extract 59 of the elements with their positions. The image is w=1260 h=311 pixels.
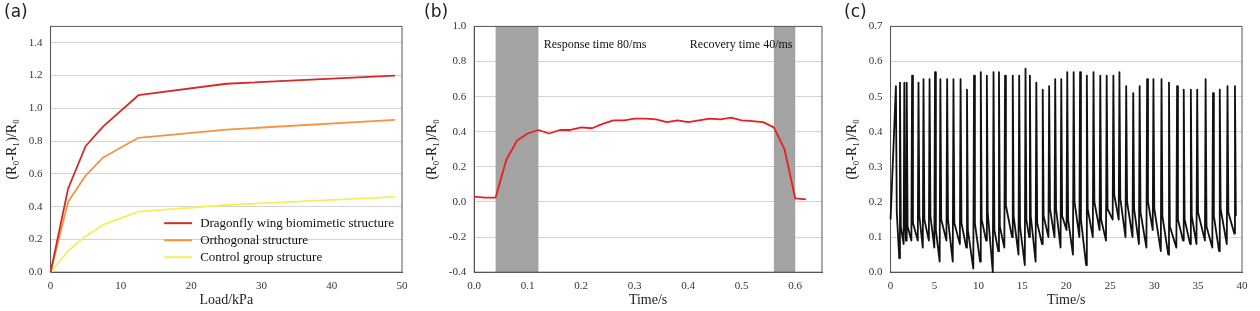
x-tick-label: 15 xyxy=(1016,278,1029,291)
y-axis-title: (R₀-R₁)/R₀ xyxy=(4,118,21,180)
x-tick-label: 10 xyxy=(115,278,127,291)
y-tick-label: 0.2 xyxy=(868,194,883,207)
y-tick-label: 0.2 xyxy=(452,159,467,172)
x-axis-title: Time/s xyxy=(1047,292,1086,308)
y-tick-label: 0.8 xyxy=(28,134,44,146)
y-tick-label: 1.0 xyxy=(452,19,467,32)
x-tick-label: 0.6 xyxy=(788,278,803,291)
x-tick-label: 0.4 xyxy=(681,278,696,291)
x-tick-label: 20 xyxy=(1060,278,1073,291)
y-tick-label: 0.4 xyxy=(452,124,467,137)
y-tick-label: 1.2 xyxy=(28,68,43,81)
y-tick-label: 0.8 xyxy=(452,54,467,67)
y-tick-label: 0.3 xyxy=(868,159,884,172)
x-tick-label: 0.2 xyxy=(574,278,589,291)
x-tick-label: 30 xyxy=(1148,278,1161,291)
y-tick-label: 0.0 xyxy=(868,265,884,278)
legend-label: Control group structure xyxy=(200,248,323,264)
x-tick-label: 0.5 xyxy=(734,278,750,291)
y-tick-label: 0.6 xyxy=(452,89,467,102)
x-tick-label: 0.0 xyxy=(467,278,482,291)
y-tick-label: 0.7 xyxy=(868,19,884,32)
chart-title: (a) xyxy=(4,0,28,21)
x-tick-label: 40 xyxy=(326,278,338,291)
y-tick-label: 0.6 xyxy=(28,166,44,179)
y-tick-label: 0.2 xyxy=(28,232,43,245)
legend-label: Orthogonal structure xyxy=(200,231,309,247)
y-tick-label: 0.0 xyxy=(452,194,467,207)
annotation: Response time 80/ms xyxy=(543,36,647,51)
y-tick-label: -0.4 xyxy=(448,265,467,278)
legend-label: Dragonfly wing biomimetic structure xyxy=(200,214,395,230)
x-tick-label: 50 xyxy=(396,278,408,291)
x-tick-label: 5 xyxy=(931,278,938,291)
x-tick-label: 35 xyxy=(1192,278,1205,291)
y-axis-title: (R₀-R₁)/R₀ xyxy=(844,118,861,180)
y-tick-label: 0.1 xyxy=(868,229,883,242)
y-tick-label: 0.6 xyxy=(868,54,884,67)
y-tick-label: 0.4 xyxy=(868,124,884,137)
x-tick-label: 0 xyxy=(887,278,894,291)
chart-title: (c) xyxy=(844,0,867,21)
x-axis-title: Time/s xyxy=(628,292,668,308)
y-axis-title: (R₀-R₁)/R₀ xyxy=(424,118,441,180)
x-tick-label: 25 xyxy=(1104,278,1117,291)
y-tick-label: 0.0 xyxy=(28,265,44,278)
x-axis-title: Load/kPa xyxy=(199,292,254,308)
chart-title: (b) xyxy=(424,0,449,21)
y-tick-label: -0.2 xyxy=(448,229,467,242)
y-tick-label: 1.0 xyxy=(28,101,44,114)
y-tick-label: 1.4 xyxy=(28,35,44,48)
x-tick-label: 20 xyxy=(185,278,198,291)
x-tick-label: 0.1 xyxy=(520,278,535,291)
y-tick-label: 0.5 xyxy=(868,89,884,102)
y-tick-label: 0.4 xyxy=(28,199,44,212)
x-tick-label: 0.3 xyxy=(627,278,643,291)
x-tick-label: 0 xyxy=(47,278,54,291)
x-tick-label: 40 xyxy=(1236,278,1248,291)
x-tick-label: 30 xyxy=(255,278,268,291)
x-tick-label: 10 xyxy=(972,278,985,291)
